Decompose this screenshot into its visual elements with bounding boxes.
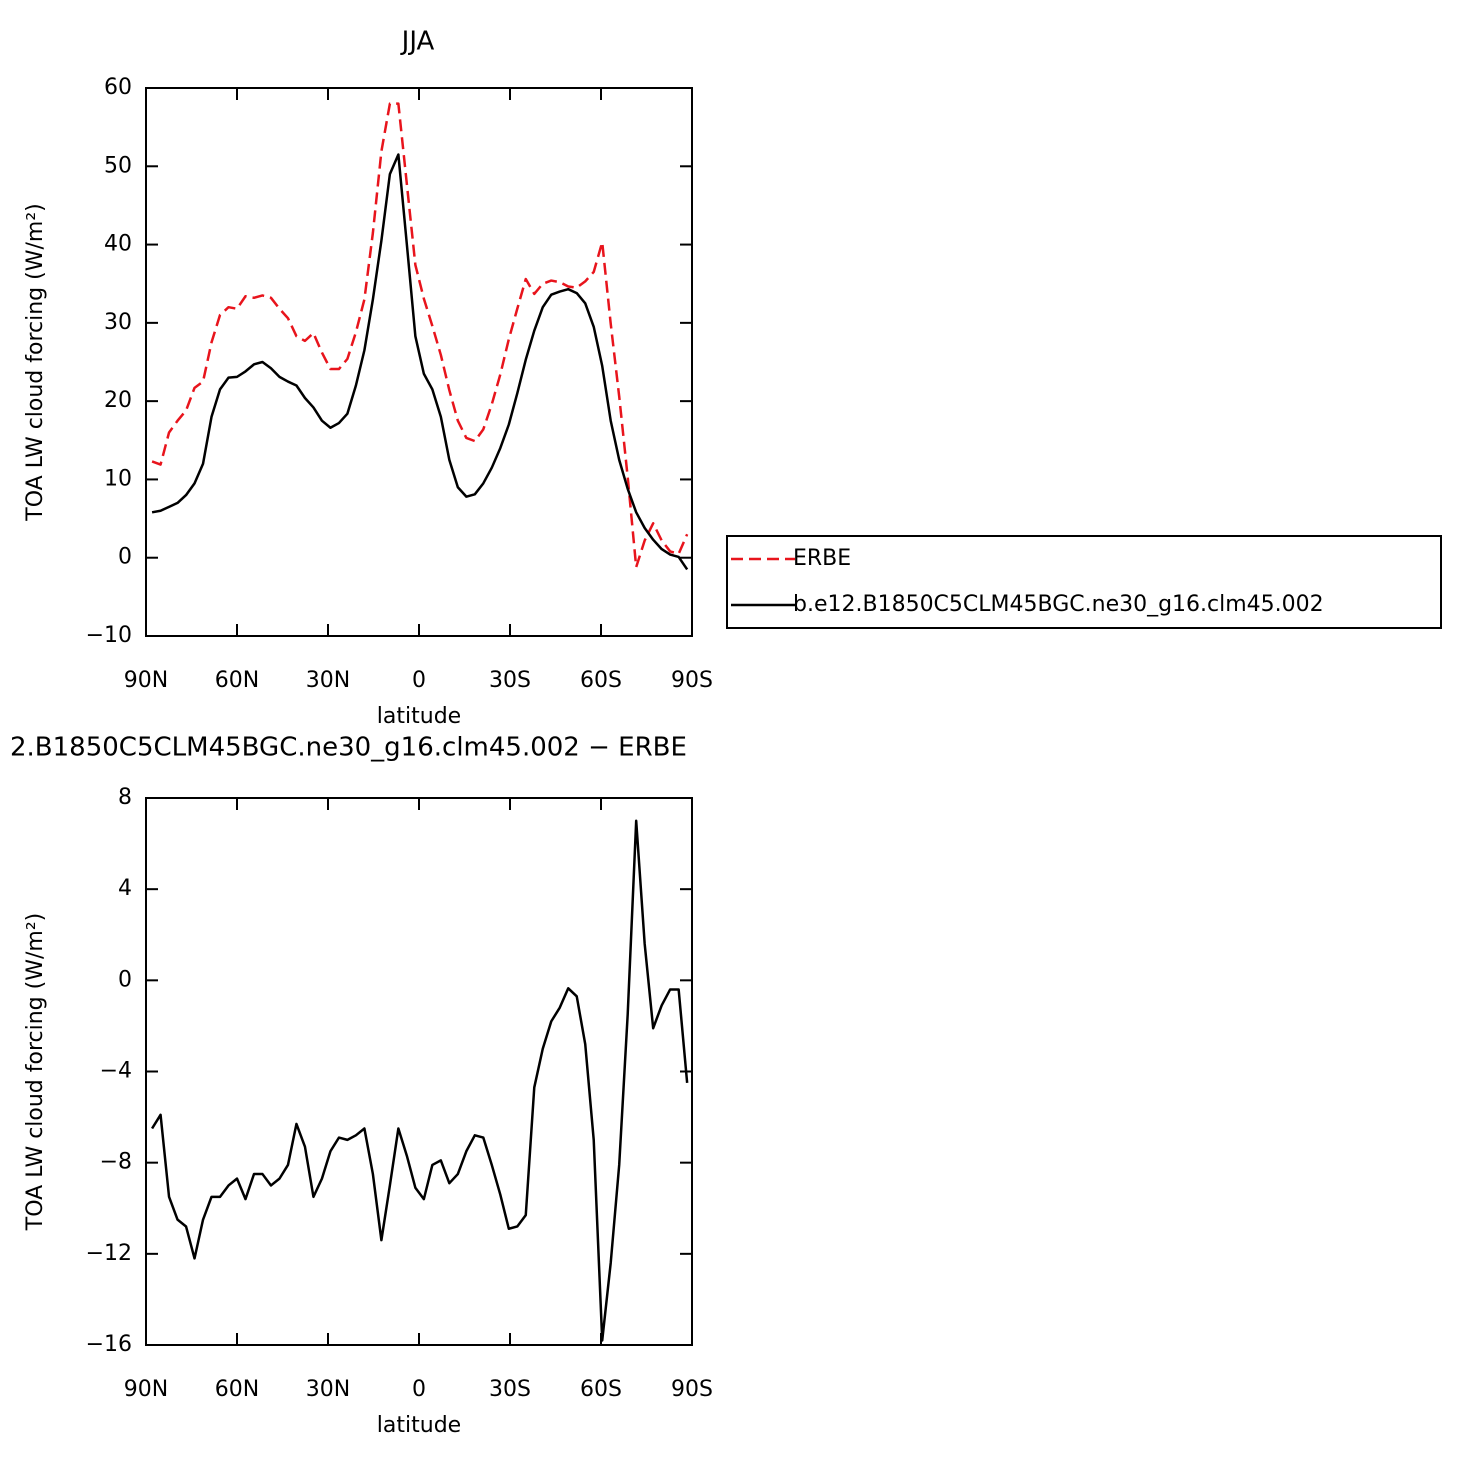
panel: JJA latitude TOA LW cloud forcing (W/m²) −1… xyxy=(23,27,1442,729)
x-tick-label: 0 xyxy=(412,1377,426,1402)
legend-box xyxy=(726,535,1442,629)
y-tick-label: 10 xyxy=(104,466,132,491)
x-tick-label: 60S xyxy=(580,1377,622,1402)
x-tick-label: 30N xyxy=(306,668,350,693)
data-line xyxy=(151,102,689,569)
x-tick-label: 60N xyxy=(215,1377,259,1402)
y-tick-label: 50 xyxy=(104,153,132,178)
y-tick-label: 0 xyxy=(118,967,132,992)
y-tick-label: −8 xyxy=(100,1150,132,1175)
x-tick-label: 90S xyxy=(671,668,713,693)
y-tick-label: 20 xyxy=(104,388,132,413)
y-tick-label: 0 xyxy=(118,545,132,570)
x-tick-label: 90N xyxy=(124,1377,168,1402)
y-axis-label: TOA LW cloud forcing (W/m²) xyxy=(23,203,48,521)
legend-label: b.e12.B1850C5CLM45BGC.ne30_g16.clm45.002 xyxy=(793,592,1324,617)
x-tick-label: 30N xyxy=(306,1377,350,1402)
x-tick-label: 90S xyxy=(671,1377,713,1402)
panel: 2.B1850C5CLM45BGC.ne30_g16.clm45.002 − E… xyxy=(10,733,713,1439)
y-tick-label: 40 xyxy=(104,232,132,257)
data-line xyxy=(151,153,689,571)
x-tick-label: 90N xyxy=(124,668,168,693)
plot-frame xyxy=(145,797,693,1346)
data-line xyxy=(151,819,689,1342)
legend-label: ERBE xyxy=(793,546,851,571)
plot-frame xyxy=(145,87,693,637)
y-axis-label: TOA LW cloud forcing (W/m²) xyxy=(23,913,48,1231)
y-tick-label: 30 xyxy=(104,310,132,335)
x-tick-label: 30S xyxy=(489,1377,531,1402)
chart-title: JJA xyxy=(400,27,435,57)
y-tick-label: −16 xyxy=(86,1332,132,1357)
x-tick-label: 60N xyxy=(215,668,259,693)
chart-title: 2.B1850C5CLM45BGC.ne30_g16.clm45.002 − E… xyxy=(10,733,687,763)
x-tick-label: 30S xyxy=(489,668,531,693)
x-axis-label: latitude xyxy=(377,1413,461,1438)
y-tick-label: 8 xyxy=(118,785,132,810)
y-tick-label: −10 xyxy=(86,623,132,648)
x-tick-label: 0 xyxy=(412,668,426,693)
y-tick-label: 60 xyxy=(104,75,132,100)
x-axis-label: latitude xyxy=(377,704,461,729)
y-tick-label: −4 xyxy=(100,1059,132,1084)
x-tick-label: 60S xyxy=(580,668,622,693)
y-tick-label: −12 xyxy=(86,1241,132,1266)
y-tick-label: 4 xyxy=(118,876,132,901)
